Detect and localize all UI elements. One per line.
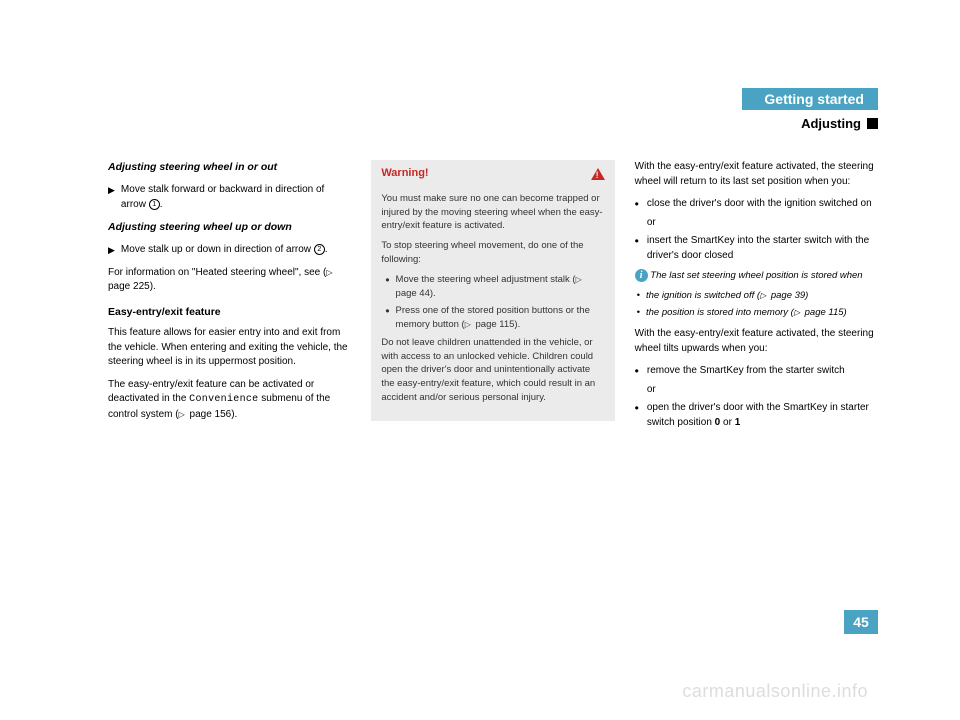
column-2: Warning! You must make sure no one can b…: [371, 160, 614, 434]
warn-b2-text: Press one of the stored position buttons…: [396, 304, 605, 332]
easy-entry-desc: This feature allows for easier entry int…: [108, 326, 351, 370]
c3-b4-text: open the driver's door with the SmartKey…: [647, 401, 878, 430]
c3-b1a: close the driver's door with the ignitio…: [647, 197, 872, 212]
heated-ref-b: page 225).: [108, 281, 156, 292]
b4d: 1: [735, 417, 741, 428]
c3-bullet-4: • open the driver's door with the SmartK…: [635, 401, 878, 430]
heated-wheel-ref: For information on "Heated steering whee…: [108, 266, 351, 295]
heated-ref-a: For information on "Heated steering whee…: [108, 267, 326, 278]
step-1: ▶ Move stalk forward or backward in dire…: [108, 183, 351, 212]
section-marker-icon: [867, 118, 878, 129]
warning-header: Warning!: [371, 160, 614, 188]
c3-bullet-3: • remove the SmartKey from the starter s…: [635, 364, 878, 397]
note-bullet-1: • the ignition is switched off ( page 39…: [637, 289, 878, 303]
warn-b1-text: Move the steering wheel adjustment stalk…: [396, 273, 605, 301]
warning-title: Warning!: [381, 166, 428, 182]
warn-p2: To stop steering wheel movement, do one …: [381, 239, 604, 267]
column-1: Adjusting steering wheel in or out ▶ Mov…: [108, 160, 351, 434]
column-3: With the easy-entry/exit feature activat…: [635, 160, 878, 434]
bullet-icon: •: [637, 306, 640, 320]
c3-p2: With the easy-entry/exit feature activat…: [635, 327, 878, 356]
c3-bullet-1: • close the driver's door with the ignit…: [635, 197, 878, 230]
step-2-text: Move stalk up or down in direction of ar…: [121, 243, 328, 258]
info-icon: i: [635, 269, 648, 282]
c3-b3a: remove the SmartKey from the starter swi…: [647, 364, 845, 379]
note-b2-text: the position is stored into memory ( pag…: [646, 306, 847, 320]
n2a: the position is stored into memory (: [646, 307, 794, 318]
heading-adjust-in-out: Adjusting steering wheel in or out: [108, 160, 351, 175]
warning-triangle-icon: [591, 168, 605, 180]
wb1b: page 44).: [396, 288, 436, 299]
page-ref-icon: [179, 409, 187, 420]
easy-entry-activate: The easy-entry/exit feature can be activ…: [108, 378, 351, 423]
step-2: ▶ Move stalk up or down in direction of …: [108, 243, 351, 258]
page-body: Adjusting steering wheel in or out ▶ Mov…: [108, 160, 878, 434]
warn-bullet-2: • Press one of the stored position butto…: [385, 304, 604, 332]
watermark: carmanualsonline.info: [682, 681, 868, 702]
bullet-icon: •: [635, 234, 639, 263]
warn-bullet-1: • Move the steering wheel adjustment sta…: [385, 273, 604, 301]
step-marker-icon: ▶: [108, 183, 115, 212]
page-ref-icon: [465, 319, 473, 330]
activate-d: page 156).: [187, 409, 238, 420]
page-ref-icon: [576, 274, 584, 285]
bullet-icon: •: [635, 364, 639, 397]
b4a: open the driver's door with the SmartKey…: [647, 402, 869, 428]
page-ref-icon: [794, 307, 802, 318]
warn-p3: Do not leave children unattended in the …: [381, 336, 604, 405]
c3-b1-text: close the driver's door with the ignitio…: [647, 197, 872, 230]
info-note-text: The last set steering wheel position is …: [648, 270, 863, 281]
arrow-1-icon: 1: [149, 199, 160, 210]
warning-body: You must make sure no one can become tra…: [371, 188, 614, 421]
c3-p1: With the easy-entry/exit feature activat…: [635, 160, 878, 189]
heading-easy-entry: Easy-entry/exit feature: [108, 305, 351, 320]
bullet-icon: •: [635, 401, 639, 430]
section-title: Adjusting: [742, 116, 878, 131]
wb1a: Move the steering wheel adjustment stalk…: [396, 274, 576, 285]
info-note: i The last set steering wheel position i…: [635, 269, 878, 283]
step-1-text: Move stalk forward or backward in direct…: [121, 183, 351, 212]
section-title-text: Adjusting: [801, 116, 861, 131]
c3-b2-text: insert the SmartKey into the starter swi…: [647, 234, 878, 263]
page-ref-icon: [760, 290, 768, 301]
n1a: the ignition is switched off (: [646, 290, 760, 301]
arrow-2-icon: 2: [314, 244, 325, 255]
note-b1-text: the ignition is switched off ( page 39): [646, 289, 808, 303]
page-number: 45: [844, 610, 878, 634]
bullet-icon: •: [385, 273, 389, 301]
bullet-icon: •: [637, 289, 640, 303]
c3-b3-text: remove the SmartKey from the starter swi…: [647, 364, 845, 397]
page-header: Getting started Adjusting: [742, 88, 878, 131]
step-marker-icon: ▶: [108, 243, 115, 258]
chapter-title: Getting started: [742, 88, 878, 110]
warn-p1: You must make sure no one can become tra…: [381, 192, 604, 233]
wb2b: page 115).: [473, 319, 520, 330]
or-text: or: [647, 216, 872, 231]
page-ref-icon: [326, 267, 334, 278]
bullet-icon: •: [385, 304, 389, 332]
or-text: or: [647, 383, 845, 398]
heading-adjust-up-down: Adjusting steering wheel up or down: [108, 220, 351, 235]
bullet-icon: •: [635, 197, 639, 230]
n1b: page 39): [768, 290, 808, 301]
convenience-menu-label: Convenience: [189, 394, 258, 405]
step-2-text-a: Move stalk up or down in direction of ar…: [121, 244, 314, 255]
n2b: page 115): [802, 307, 847, 318]
b4c: or: [720, 417, 734, 428]
note-bullet-2: • the position is stored into memory ( p…: [637, 306, 878, 320]
c3-bullet-2: • insert the SmartKey into the starter s…: [635, 234, 878, 263]
